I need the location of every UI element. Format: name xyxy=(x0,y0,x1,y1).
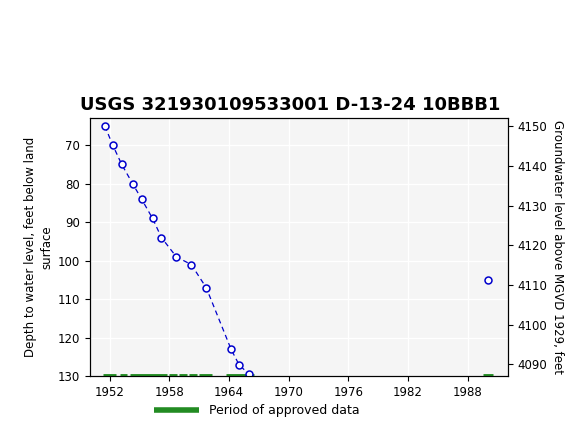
Text: Period of approved data: Period of approved data xyxy=(209,404,360,417)
Y-axis label: Depth to water level, feet below land
surface: Depth to water level, feet below land su… xyxy=(24,137,53,357)
Y-axis label: Groundwater level above MGVD 1929, feet: Groundwater level above MGVD 1929, feet xyxy=(551,120,564,374)
Text: ≡USGS: ≡USGS xyxy=(5,10,81,29)
Text: USGS 321930109533001 D-13-24 10BBB1: USGS 321930109533001 D-13-24 10BBB1 xyxy=(80,96,500,114)
